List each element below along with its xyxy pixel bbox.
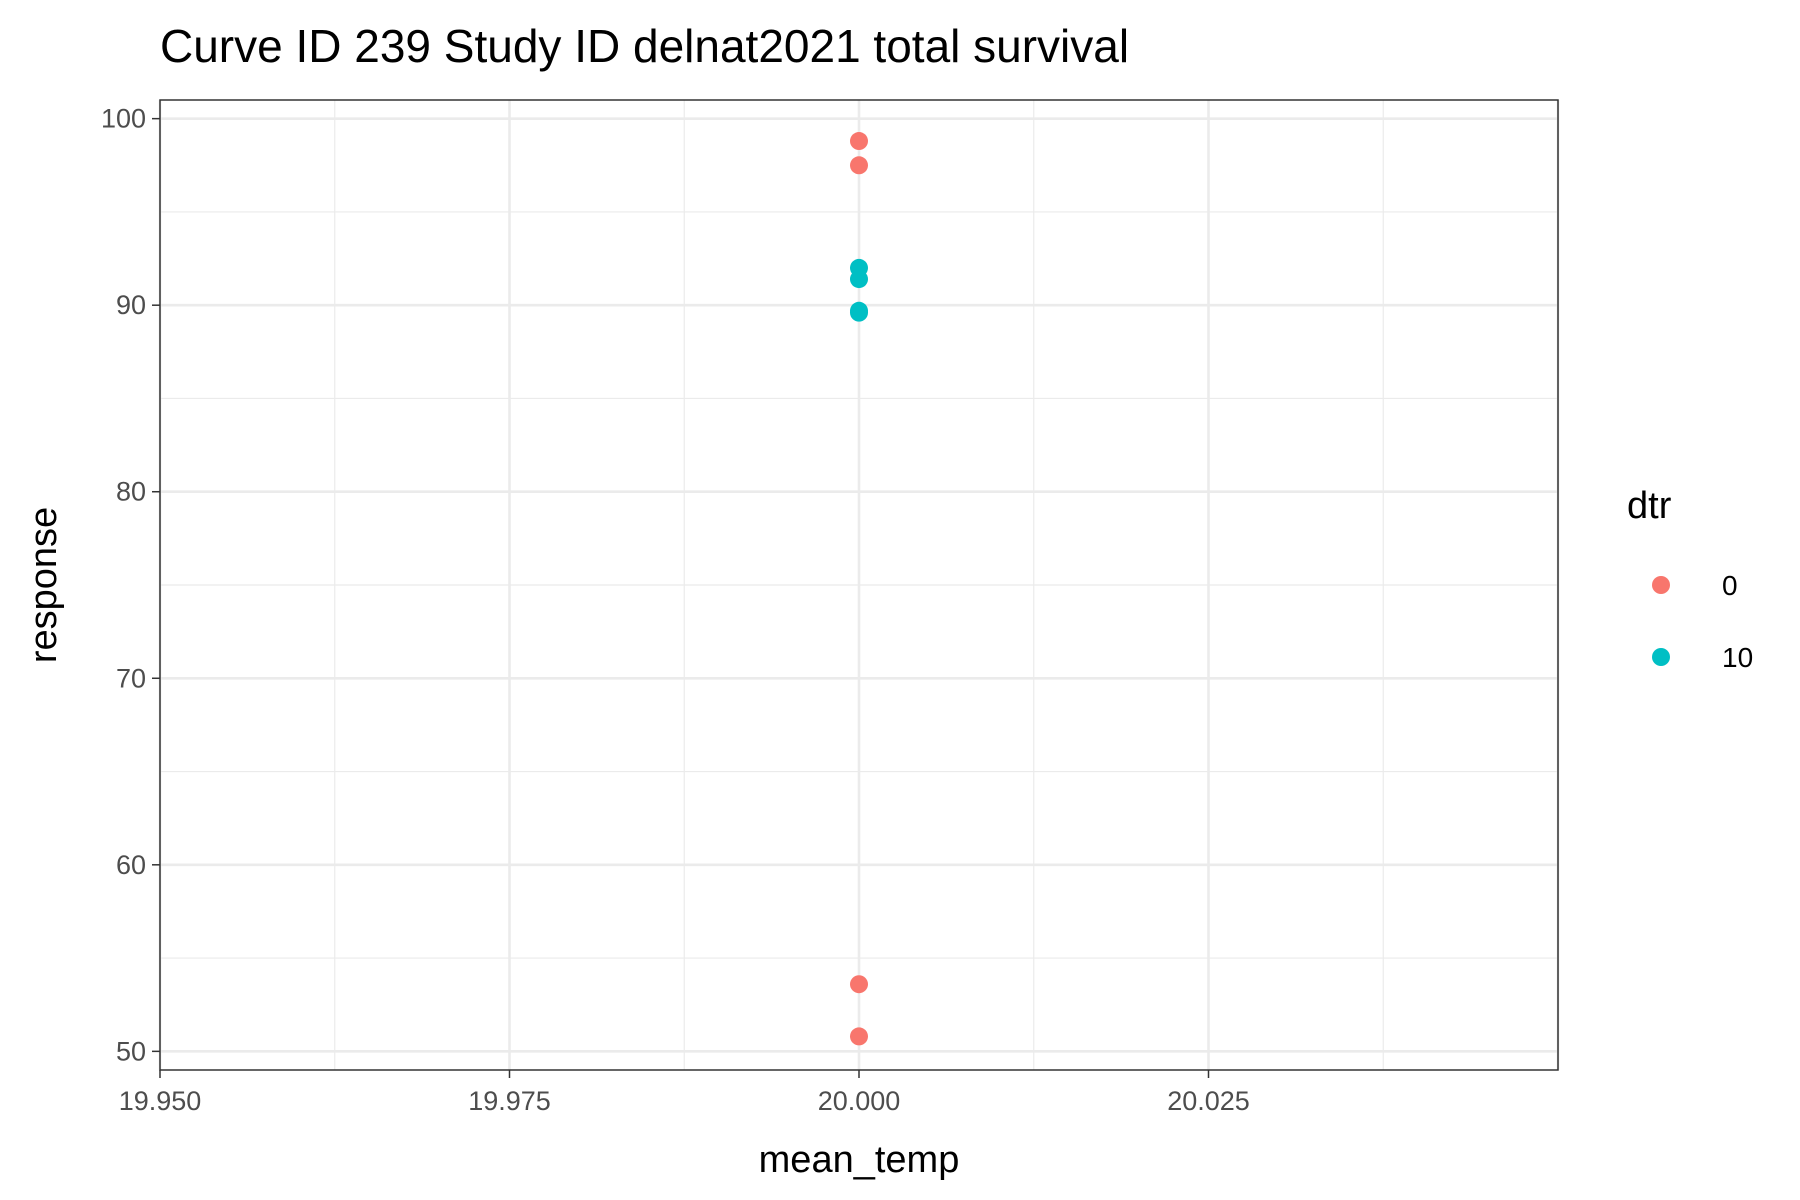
legend-label-dtr-0: 0 [1722, 570, 1738, 601]
legend-key-dtr-10 [1652, 648, 1670, 666]
y-tick-label: 100 [101, 104, 146, 134]
x-tick-label: 20.025 [1167, 1086, 1250, 1116]
data-point-dtr-10 [850, 270, 868, 289]
legend-label-dtr-10: 10 [1722, 642, 1753, 673]
legend-key-dtr-0 [1652, 576, 1670, 594]
y-tick-label: 70 [116, 663, 146, 693]
x-tick-label: 20.000 [818, 1086, 901, 1116]
x-tick-label: 19.950 [119, 1086, 202, 1116]
data-point-dtr-0 [850, 1027, 868, 1046]
chart-title: Curve ID 239 Study ID delnat2021 total s… [160, 20, 1129, 72]
y-tick-label: 60 [116, 850, 146, 880]
data-point-dtr-0 [850, 132, 868, 151]
data-point-dtr-0 [850, 156, 868, 175]
data-point-dtr-10 [850, 303, 868, 322]
legend: dtr 0 10 [1627, 485, 1753, 673]
x-tick-label: 19.975 [468, 1086, 551, 1116]
ticks-layer: 19.950 19.975 20.000 20.025 50 60 70 80 90 100 [101, 104, 1250, 1116]
y-tick-label: 50 [116, 1036, 146, 1066]
points-layer [850, 132, 868, 1046]
y-tick-label: 90 [116, 290, 146, 320]
legend-items: 0 10 [1652, 570, 1753, 673]
y-axis-title: response [23, 507, 65, 663]
legend-title: dtr [1627, 485, 1672, 527]
y-tick-label: 80 [116, 477, 146, 507]
x-axis-title: mean_temp [759, 1139, 960, 1181]
data-point-dtr-0 [850, 975, 868, 994]
